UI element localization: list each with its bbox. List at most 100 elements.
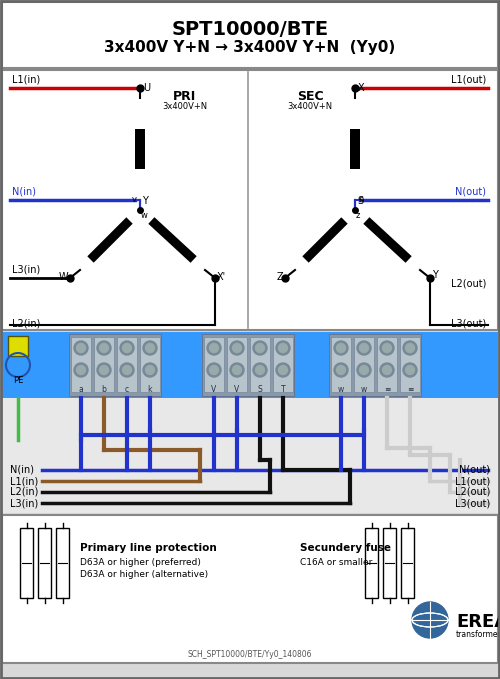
Text: T: T [280,385,285,394]
Circle shape [120,363,134,377]
Circle shape [253,363,267,377]
Bar [20,528,33,598]
Bar [204,337,224,392]
Bar [148,217,196,263]
Bar [350,129,360,169]
Circle shape [357,363,371,377]
Bar [227,337,247,392]
Text: transformers: transformers [456,630,500,639]
Text: L1(out): L1(out) [451,74,486,84]
Bar [250,337,270,392]
Text: 3x400V Y+N → 3x400V Y+N  (Yy0): 3x400V Y+N → 3x400V Y+N (Yy0) [104,40,396,55]
Bar [2,70,498,330]
Circle shape [360,344,368,352]
Text: N(out): N(out) [459,465,490,475]
Text: w: w [361,385,367,394]
Text: c: c [125,385,129,394]
Bar [69,334,161,396]
Circle shape [403,363,417,377]
Circle shape [256,365,264,375]
Bar [88,217,132,263]
Text: L1(in): L1(in) [10,476,38,486]
Text: w: w [338,385,344,394]
Text: EREA: EREA [456,613,500,631]
Text: ≡: ≡ [407,385,413,394]
Text: 3x400V+N: 3x400V+N [288,102,333,111]
Text: N(out): N(out) [455,186,486,196]
Text: W: W [58,272,68,282]
Bar [400,337,420,392]
Circle shape [143,341,157,355]
Circle shape [406,344,414,352]
Circle shape [403,341,417,355]
Circle shape [334,363,348,377]
Text: L1(out): L1(out) [455,476,490,486]
Circle shape [74,363,88,377]
Bar [401,528,414,598]
Circle shape [230,363,244,377]
Circle shape [276,341,290,355]
Text: X: X [358,83,364,93]
Text: SCH_SPT10000/BTE/Yy0_140806: SCH_SPT10000/BTE/Yy0_140806 [188,650,312,659]
Bar [71,337,91,392]
Circle shape [76,365,86,375]
Circle shape [334,341,348,355]
Text: D63A or higher (preferred): D63A or higher (preferred) [80,558,201,567]
Bar [383,528,396,598]
Text: 3x400V+N: 3x400V+N [162,102,208,111]
Bar [2,398,498,513]
Text: L3(in): L3(in) [10,498,38,508]
Bar [56,528,69,598]
Circle shape [276,363,290,377]
Text: Z: Z [276,272,283,282]
Circle shape [232,365,241,375]
Bar [140,337,160,392]
Bar [364,217,412,263]
Text: Y: Y [432,270,438,280]
Text: L2(in): L2(in) [12,318,40,328]
Circle shape [357,341,371,355]
Text: Primary line protection: Primary line protection [80,543,217,553]
Bar [202,334,294,396]
Circle shape [253,341,267,355]
Text: SEC: SEC [296,90,324,103]
Text: k: k [148,385,152,394]
Bar [273,337,293,392]
Circle shape [278,365,287,375]
Bar [354,337,374,392]
Bar [2,2,498,68]
Circle shape [380,363,394,377]
Circle shape [232,344,241,352]
Bar [377,337,397,392]
Circle shape [146,344,154,352]
Text: PRI: PRI [174,90,197,103]
Bar [331,337,351,392]
Circle shape [122,365,132,375]
Circle shape [256,344,264,352]
Text: n: n [358,195,364,204]
Text: X': X' [217,272,226,282]
Text: L3(in): L3(in) [12,264,40,274]
Text: N(in): N(in) [12,186,36,196]
Bar [135,129,145,169]
Text: L3(out): L3(out) [451,318,486,328]
Circle shape [207,341,221,355]
Circle shape [207,363,221,377]
Text: Secundery fuse: Secundery fuse [300,543,391,553]
Text: L1(in): L1(in) [12,74,40,84]
Text: z: z [356,211,360,220]
Bar [117,337,137,392]
Text: N(in): N(in) [10,465,34,475]
Text: L2(out): L2(out) [454,487,490,497]
Text: S: S [357,196,363,206]
Text: Y: Y [142,196,148,206]
Circle shape [336,344,345,352]
Text: w: w [141,211,148,220]
Bar [2,515,498,663]
Text: V: V [212,385,216,394]
Circle shape [380,341,394,355]
Text: v: v [132,195,137,204]
Bar [2,332,498,398]
Text: V: V [234,385,240,394]
Circle shape [76,344,86,352]
